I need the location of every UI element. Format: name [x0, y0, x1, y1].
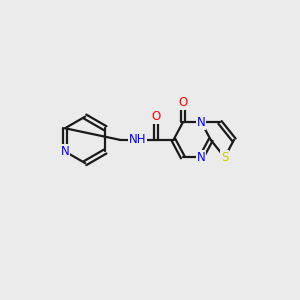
Text: N: N: [197, 116, 206, 129]
Text: NH: NH: [129, 134, 146, 146]
Text: O: O: [178, 96, 188, 109]
Text: N: N: [61, 145, 69, 158]
Text: S: S: [221, 151, 228, 164]
Text: N: N: [197, 151, 206, 164]
Text: O: O: [152, 110, 161, 123]
